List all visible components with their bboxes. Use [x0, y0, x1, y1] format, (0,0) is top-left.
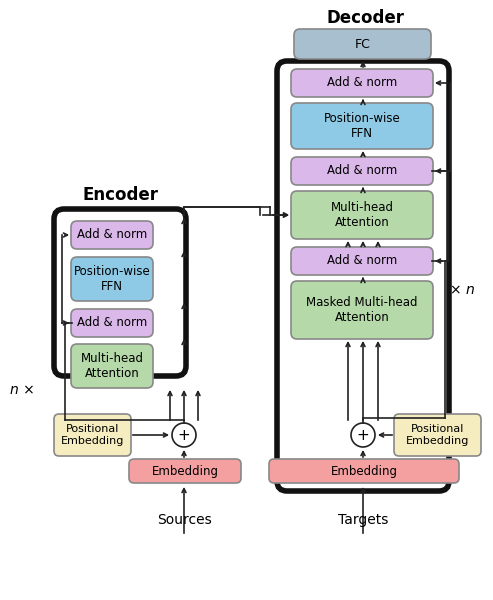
Text: Sources: Sources: [157, 513, 211, 527]
FancyBboxPatch shape: [294, 29, 431, 59]
Text: Decoder: Decoder: [326, 9, 404, 27]
Text: Add & norm: Add & norm: [77, 317, 147, 329]
FancyBboxPatch shape: [71, 221, 153, 249]
Text: Position-wise
FFN: Position-wise FFN: [73, 265, 150, 293]
Text: Encoder: Encoder: [82, 186, 158, 204]
Text: Masked Multi-head
Attention: Masked Multi-head Attention: [306, 296, 418, 324]
Text: × n: × n: [450, 283, 474, 297]
Text: Add & norm: Add & norm: [327, 164, 397, 178]
FancyBboxPatch shape: [291, 191, 433, 239]
Text: Embedding: Embedding: [330, 464, 397, 478]
FancyBboxPatch shape: [71, 309, 153, 337]
Text: Targets: Targets: [338, 513, 388, 527]
FancyBboxPatch shape: [71, 257, 153, 301]
FancyBboxPatch shape: [291, 281, 433, 339]
Text: Multi-head
Attention: Multi-head Attention: [330, 201, 393, 229]
Text: Add & norm: Add & norm: [77, 229, 147, 241]
Text: Position-wise
FFN: Position-wise FFN: [323, 112, 400, 140]
FancyBboxPatch shape: [277, 61, 449, 491]
Text: Add & norm: Add & norm: [327, 76, 397, 89]
FancyBboxPatch shape: [71, 344, 153, 388]
Text: Multi-head
Attention: Multi-head Attention: [80, 352, 143, 380]
Text: +: +: [177, 427, 190, 443]
FancyBboxPatch shape: [394, 414, 481, 456]
FancyBboxPatch shape: [291, 103, 433, 149]
FancyBboxPatch shape: [54, 414, 131, 456]
Text: +: +: [356, 427, 369, 443]
FancyBboxPatch shape: [291, 247, 433, 275]
FancyBboxPatch shape: [129, 459, 241, 483]
Text: Add & norm: Add & norm: [327, 254, 397, 268]
FancyBboxPatch shape: [54, 209, 186, 376]
Text: n ×: n ×: [10, 383, 35, 397]
Text: FC: FC: [354, 37, 370, 50]
Text: Embedding: Embedding: [151, 464, 218, 478]
Text: Positional
Embedding: Positional Embedding: [61, 424, 124, 446]
FancyBboxPatch shape: [291, 157, 433, 185]
FancyBboxPatch shape: [269, 459, 459, 483]
FancyBboxPatch shape: [291, 69, 433, 97]
Text: Positional
Embedding: Positional Embedding: [406, 424, 469, 446]
